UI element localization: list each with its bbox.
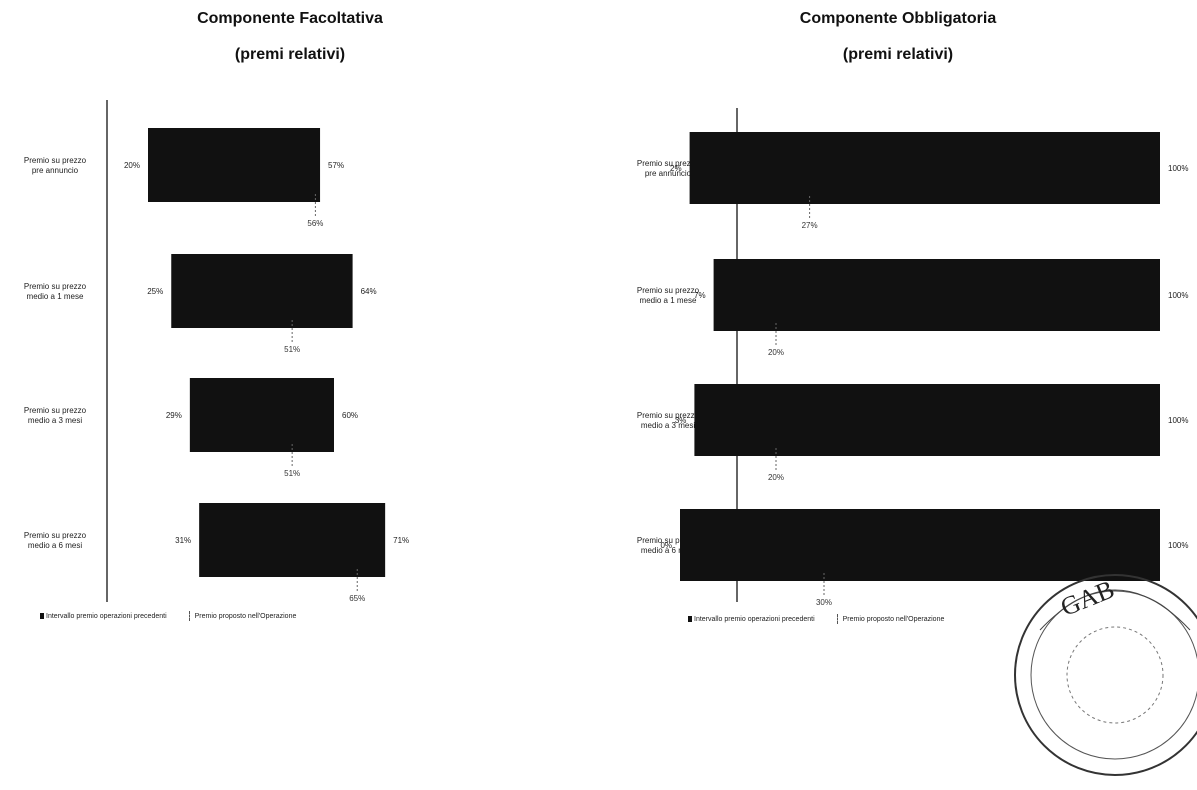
range-min-label: 0% xyxy=(660,541,672,550)
category-label: Premio su prezzo pre annuncio xyxy=(637,159,700,178)
legend-label: Premio proposto nell'Operazione xyxy=(194,612,297,620)
legend-swatch-bar xyxy=(688,616,692,622)
range-min-label: 31% xyxy=(175,536,191,545)
proposed-label: 30% xyxy=(816,598,832,607)
category-label: Premio su prezzo medio a 1 mese xyxy=(24,282,87,301)
range-max-label: 71% xyxy=(393,536,409,545)
category-label: Premio su prezzo medio a 1 mese xyxy=(637,286,700,305)
proposed-label: 20% xyxy=(768,348,784,357)
range-max-label: 100% xyxy=(1168,291,1188,300)
range-bar xyxy=(171,254,353,328)
chart-subtitle: (premi relativi) xyxy=(234,46,346,63)
range-max-label: 57% xyxy=(328,161,344,170)
range-min-label: 3% xyxy=(675,416,687,425)
proposed-label: 51% xyxy=(284,345,300,354)
range-min-label: 29% xyxy=(166,411,182,420)
range-min-label: 20% xyxy=(124,161,140,170)
legend-swatch-bar xyxy=(40,613,44,619)
legend-label: Intervallo premio operazioni precedenti xyxy=(694,615,815,623)
range-max-label: 100% xyxy=(1168,164,1188,173)
legend-item-proposed: Premio proposto nell'Operazione xyxy=(836,614,945,624)
legend-label: Premio proposto nell'Operazione xyxy=(842,615,945,623)
category-label: Premio su prezzo medio a 3 mesi xyxy=(637,411,700,430)
range-min-label: 2% xyxy=(670,164,682,173)
range-max-label: 60% xyxy=(342,411,358,420)
range-max-label: 100% xyxy=(1168,416,1188,425)
legend: Intervallo premio operazioni precedenti … xyxy=(688,614,966,624)
legend: Intervallo premio operazioni precedenti … xyxy=(40,611,318,621)
proposed-label: 65% xyxy=(349,594,365,603)
chart-obbligatoria: Componente Obbligatoria (premi relativi) xyxy=(598,0,1197,625)
category-label: Premio su prezzo medio a 6 mesi xyxy=(24,531,87,550)
range-min-label: 7% xyxy=(694,291,706,300)
range-bar xyxy=(199,503,386,577)
legend-label: Intervallo premio operazioni precedenti xyxy=(46,612,167,620)
legend-item-range: Intervallo premio operazioni precedenti xyxy=(40,613,167,620)
range-bar xyxy=(680,509,1160,581)
chart-facoltativa: Componente Facoltativa (premi relativi) xyxy=(0,0,598,625)
legend-item-proposed: Premio proposto nell'Operazione xyxy=(188,611,297,621)
range-bar xyxy=(694,384,1160,456)
proposed-label: 27% xyxy=(802,221,818,230)
range-min-label: 25% xyxy=(147,287,163,296)
range-max-label: 100% xyxy=(1168,541,1188,550)
legend-swatch-dashed xyxy=(188,611,191,621)
chart-title: Componente Obbligatoria xyxy=(799,10,997,27)
category-label: Premio su prezzo pre annuncio xyxy=(24,156,87,175)
proposed-label: 20% xyxy=(768,473,784,482)
legend-swatch-dashed xyxy=(836,614,839,624)
legend-item-range: Intervallo premio operazioni precedenti xyxy=(688,616,815,623)
chart-subtitle: (premi relativi) xyxy=(842,46,954,63)
category-label: Premio su prezzo medio a 3 mesi xyxy=(24,406,87,425)
plot-facoltativa: Premio su prezzo pre annuncio 20% 57% 56% Pre… xyxy=(24,100,409,603)
proposed-label: 56% xyxy=(307,219,323,228)
range-bar xyxy=(189,378,334,452)
category-label: Premio su prezzo medio a 6 mesi xyxy=(637,536,700,555)
proposed-label: 51% xyxy=(284,469,300,478)
range-bar xyxy=(713,259,1160,331)
range-max-label: 64% xyxy=(361,287,377,296)
range-bar xyxy=(148,128,321,202)
chart-title: Componente Facoltativa xyxy=(197,10,383,27)
range-bar xyxy=(689,132,1160,204)
